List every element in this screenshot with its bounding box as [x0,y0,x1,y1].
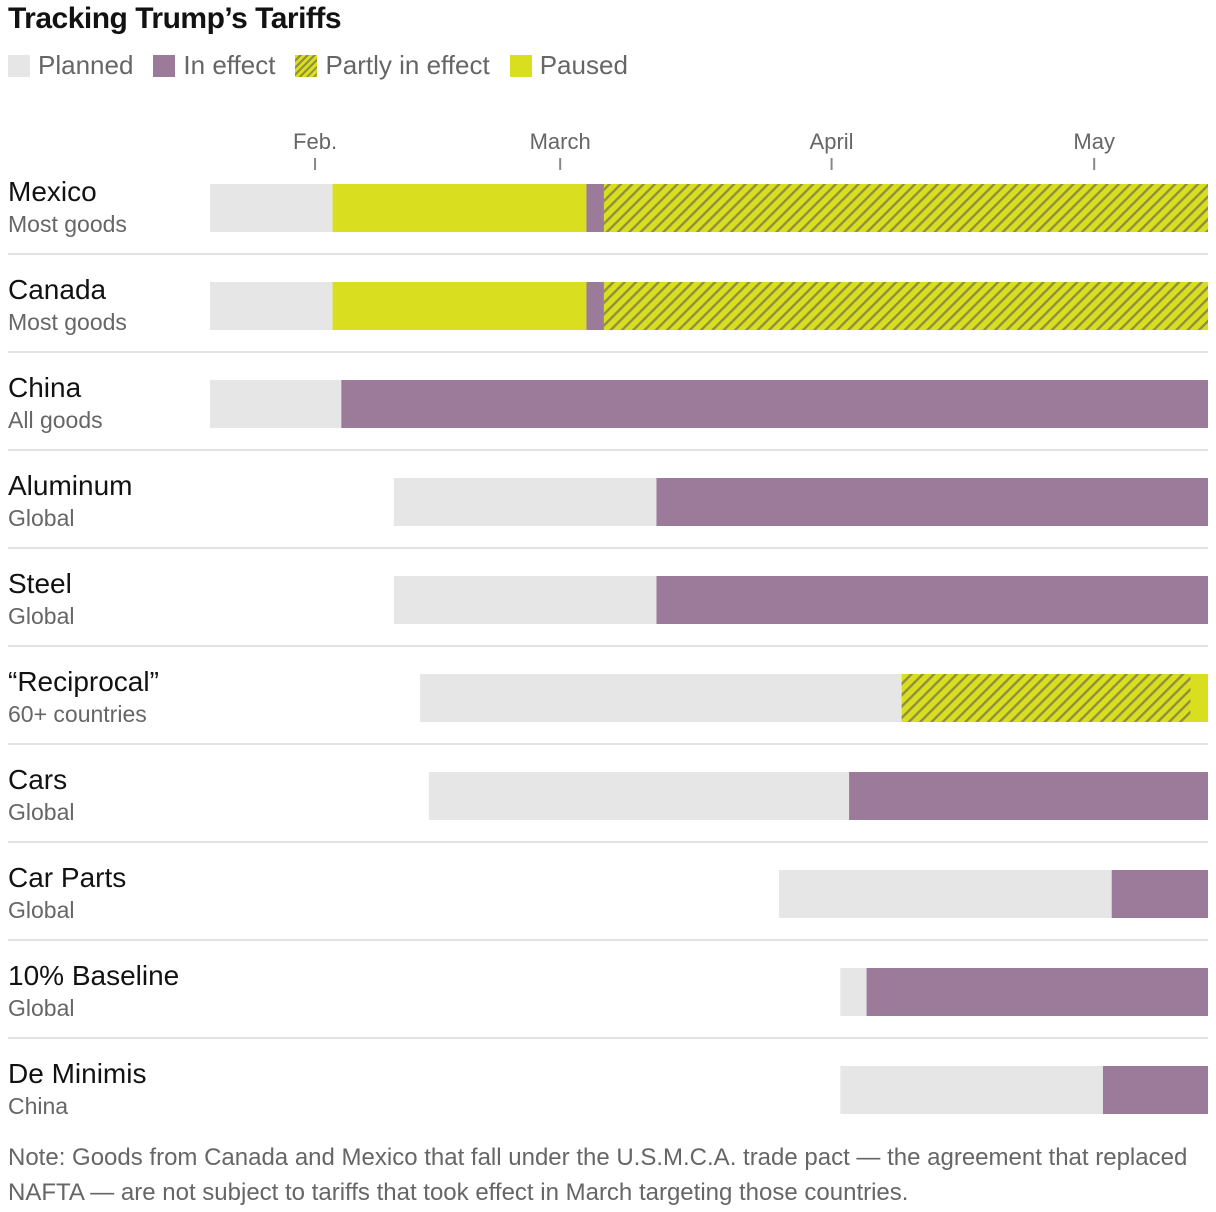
bar-segment-in-effect [866,968,1208,1016]
bar-segment-partly [603,184,1208,232]
bar-segment-planned [393,478,657,526]
row-sublabel: Most goods [8,309,127,335]
bar-segment-in-effect [586,282,604,330]
bar-segment-in-effect [341,380,1208,428]
legend-swatch-planned [8,54,30,77]
legend: Planned In effect Partly in effect Pause… [8,50,648,81]
bar-segment-planned [840,968,867,1016]
chart-row: 10% Baseline Global [8,960,1208,1039]
row-label: Aluminum [8,470,132,501]
row-label: Car Parts [8,862,126,893]
row-label: 10% Baseline [8,960,179,991]
legend-item-planned: Planned [8,50,133,81]
chart-row: Steel Global [8,568,1208,647]
row-label: “Reciprocal” [8,666,159,697]
row-sublabel: Global [8,603,74,629]
chart-note: Note: Goods from Canada and Mexico that … [8,1144,1188,1206]
bar-segment-planned [840,1066,1103,1114]
row-label: China [8,372,82,403]
bar-segment-in-effect [1111,870,1208,918]
row-label: De Minimis [8,1058,146,1089]
chart-title: Tracking Trump’s Tariffs [8,2,342,35]
row-label: Cars [8,764,67,795]
chart-row: “Reciprocal” 60+ countries [8,666,1208,745]
legend-swatch-in-effect [153,54,176,77]
legend-item-partly-in-effect: Partly in effect [295,50,490,81]
row-sublabel: Global [8,897,74,923]
row-sublabel: Global [8,995,74,1021]
rows: Mexico Most goods Canada Most goods China All… [8,176,1208,1119]
chart-row: China All goods [8,372,1208,451]
bar-segment-planned [393,576,657,624]
legend-label-partly-in-effect: Partly in effect [325,50,490,80]
legend-swatch-paused [509,54,532,77]
x-tick-label: Feb. [293,129,337,154]
bar-segment-paused [332,282,587,330]
row-sublabel: Global [8,799,74,825]
legend-label-paused: Paused [539,50,628,80]
row-sublabel: All goods [8,407,103,433]
bar-segment-planned [210,380,342,428]
bar-segment-in-effect [656,576,1208,624]
bar-segment-paused [1190,674,1208,722]
legend-label-planned: Planned [38,50,134,80]
bar-segment-planned [210,282,333,330]
bar-segment-in-effect [849,772,1208,820]
x-axis: Feb. March April May [293,129,1115,170]
legend-label-in-effect: In effect [183,50,276,80]
row-sublabel: Global [8,505,74,531]
bar-segment-planned [420,674,902,722]
bar-segment-partly [901,674,1191,722]
x-tick-label: May [1073,129,1115,154]
bar-segment-planned [779,870,1112,918]
chart-row: Aluminum Global [8,470,1208,549]
chart-row: Canada Most goods [8,274,1208,353]
bar-segment-partly [603,282,1208,330]
chart-row: Cars Global [8,764,1208,843]
x-tick-label: March [530,129,591,154]
bar-segment-paused [332,184,587,232]
bar-segment-in-effect [586,184,604,232]
chart-row: Car Parts Global [8,862,1208,941]
bar-segment-planned [428,772,850,820]
row-label: Canada [8,274,107,305]
x-tick-label: April [810,129,854,154]
chart-row: De Minimis China [8,1058,1208,1119]
legend-item-in-effect: In effect [153,50,275,81]
bar-segment-in-effect [656,478,1208,526]
bar-segment-in-effect [1102,1066,1208,1114]
row-sublabel: 60+ countries [8,701,147,727]
row-label: Mexico [8,176,97,207]
legend-item-paused: Paused [509,50,628,81]
row-label: Steel [8,568,72,599]
chart-row: Mexico Most goods [8,176,1208,255]
bar-segment-planned [210,184,333,232]
legend-swatch-partly-in-effect [295,54,318,77]
row-sublabel: Most goods [8,211,127,237]
row-sublabel: China [8,1093,68,1119]
